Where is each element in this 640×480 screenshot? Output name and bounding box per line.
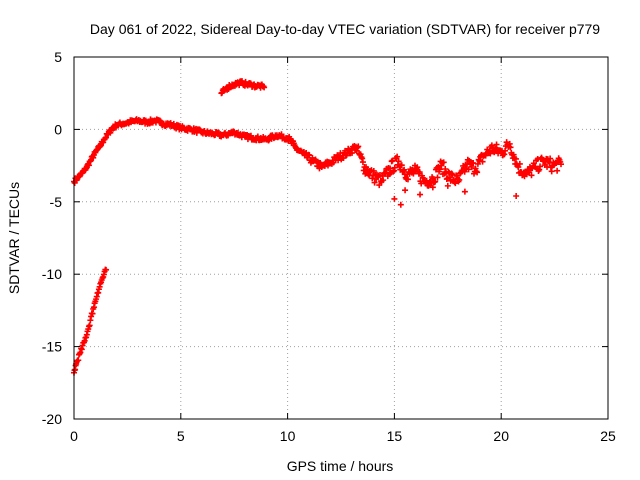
- data-point: [487, 150, 494, 157]
- data-point: [554, 167, 561, 174]
- data-point: [444, 182, 451, 189]
- data-point: [434, 174, 441, 181]
- data-point: [465, 166, 472, 173]
- data-point: [516, 160, 523, 167]
- data-point: [391, 195, 398, 202]
- data-point: [404, 176, 411, 183]
- y-tick-label: -20: [42, 411, 62, 427]
- data-point: [436, 166, 443, 173]
- data-point: [547, 155, 554, 162]
- x-tick-label: 0: [70, 428, 78, 444]
- y-tick-label: 0: [54, 121, 62, 137]
- data-point: [359, 159, 366, 166]
- x-tick-label: 20: [493, 428, 509, 444]
- x-tick-label: 15: [387, 428, 403, 444]
- data-point: [86, 322, 93, 329]
- data-point: [515, 164, 522, 171]
- data-point: [528, 172, 535, 179]
- data-point: [493, 141, 500, 148]
- x-tick-label: 25: [600, 428, 616, 444]
- data-point: [512, 155, 519, 162]
- data-point: [461, 168, 468, 175]
- data-point: [470, 160, 477, 167]
- data-points: [71, 78, 565, 376]
- data-point: [513, 193, 520, 200]
- x-tick-label: 10: [280, 428, 296, 444]
- data-point: [452, 180, 459, 187]
- data-point: [461, 188, 468, 195]
- y-tick-label: -5: [50, 194, 63, 210]
- data-point: [558, 161, 565, 168]
- data-point: [402, 187, 409, 194]
- data-point: [75, 357, 82, 364]
- data-point: [394, 153, 401, 160]
- y-tick-label: -10: [42, 266, 62, 282]
- data-point: [389, 157, 396, 164]
- y-tick-label: 5: [54, 49, 62, 65]
- data-point: [440, 159, 447, 166]
- data-point: [349, 149, 356, 156]
- data-point: [456, 176, 463, 183]
- data-point: [507, 144, 514, 151]
- x-axis-label: GPS time / hours: [287, 458, 394, 474]
- data-point: [474, 169, 481, 176]
- data-point: [103, 266, 110, 273]
- data-point: [391, 164, 398, 171]
- data-point: [395, 158, 402, 165]
- data-point: [380, 177, 387, 184]
- chart-title: Day 061 of 2022, Sidereal Day-to-day VTE…: [90, 21, 600, 37]
- data-point: [548, 168, 555, 175]
- data-point: [449, 171, 456, 178]
- data-point: [398, 162, 405, 169]
- data-point: [355, 143, 362, 150]
- data-point: [416, 169, 423, 176]
- y-axis-label: SDTVAR / TECUs: [6, 182, 22, 294]
- data-point: [397, 201, 404, 208]
- data-point: [417, 191, 424, 198]
- data-point: [432, 178, 439, 185]
- data-point: [479, 158, 486, 165]
- data-point: [376, 182, 383, 189]
- plot-frame: [73, 56, 609, 420]
- data-point: [370, 167, 377, 174]
- data-point: [261, 84, 268, 91]
- grid-lines: [74, 57, 608, 419]
- x-tick-label: 5: [177, 428, 185, 444]
- data-point: [537, 163, 544, 170]
- axis-ticks: 0 5 10 15 20 25 -20 -15 -10 -5 0 5: [42, 49, 616, 444]
- data-point: [429, 184, 436, 191]
- data-point: [371, 179, 378, 186]
- y-tick-label: -15: [42, 339, 62, 355]
